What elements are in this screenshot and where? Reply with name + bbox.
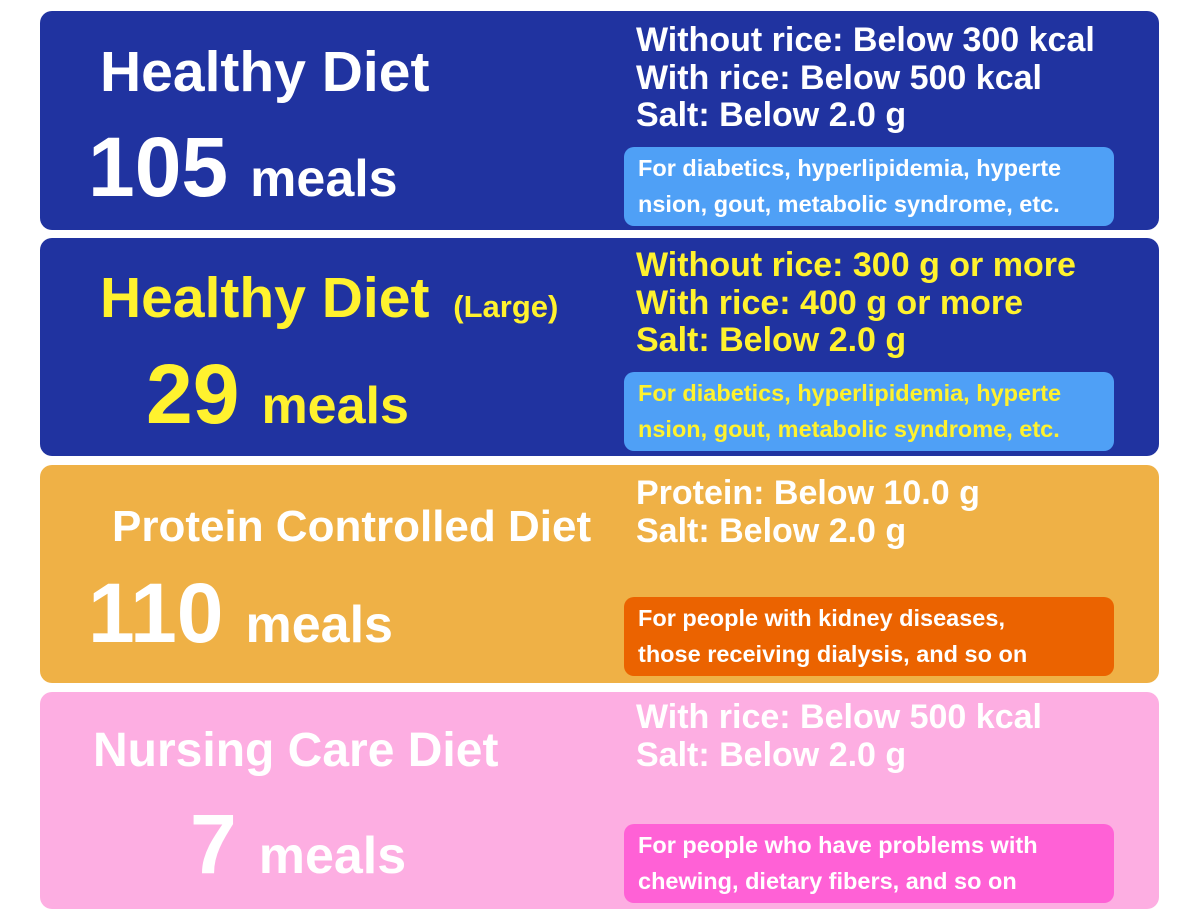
note-line: nsion, gout, metabolic syndrome, etc. [638,416,1060,442]
nutrition-specs: Without rice: Below 300 kcal With rice: … [636,21,1095,135]
diet-card-healthy: Healthy Diet 105 meals Without rice: Belo… [40,11,1159,230]
nutrition-specs: With rice: Below 500 kcal Salt: Below 2.… [636,698,1042,774]
spec-line: With rice: Below 500 kcal [636,698,1042,736]
meal-count-number: 7 [190,797,237,891]
meal-count-unit: meals [250,150,398,208]
spec-line: Without rice: 300 g or more [636,246,1076,284]
card-title: Protein Controlled Diet [112,502,592,551]
diet-card-nursing-care: Nursing Care Diet 7 meals With rice: Belo… [40,692,1159,909]
meal-count: 7 meals [190,802,406,886]
card-title-text: Healthy Diet [100,266,430,330]
nutrition-specs: Without rice: 300 g or more With rice: 4… [636,246,1076,360]
meal-count-number: 105 [88,120,229,214]
spec-line: Without rice: Below 300 kcal [636,21,1095,59]
nutrition-specs: Protein: Below 10.0 g Salt: Below 2.0 g [636,474,980,550]
target-note: For diabetics, hyperlipidemia, hyperte n… [624,147,1114,226]
meal-count: 110 meals [88,571,393,655]
meal-count-unit: meals [261,377,409,435]
meal-count: 105 meals [88,125,398,209]
diet-card-healthy-large: Healthy Diet (Large) 29 meals Without ric… [40,238,1159,456]
spec-line: Salt: Below 2.0 g [636,96,907,134]
meal-count-number: 29 [146,347,240,441]
note-line: nsion, gout, metabolic syndrome, etc. [638,191,1060,217]
target-note: For people who have problems with chewin… [624,824,1114,903]
meal-count-number: 110 [88,566,224,660]
spec-line: With rice: 400 g or more [636,283,1024,322]
card-title: Healthy Diet (Large) [100,270,558,327]
card-title: Healthy Diet [100,40,430,104]
meal-count-unit: meals [245,596,393,654]
target-note: For diabetics, hyperlipidemia, hyperte n… [624,372,1114,451]
diet-card-protein-controlled: Protein Controlled Diet 110 meals Protein… [40,465,1159,683]
card-title: Nursing Care Diet [93,724,499,777]
target-note: For people with kidney diseases, those r… [624,597,1114,676]
spec-line: Salt: Below 2.0 g [636,321,907,359]
note-line: For diabetics, hyperlipidemia, hyperte [638,380,1062,406]
meal-count: 29 meals [146,352,409,436]
note-line: For people with kidney diseases, [638,605,1005,631]
spec-line: Protein: Below 10.0 g [636,474,980,512]
note-line: those receiving dialysis, and so on [638,641,1028,667]
note-line: For people who have problems with [638,832,1038,858]
meal-count-unit: meals [258,827,407,885]
card-title-suffix: (Large) [453,289,559,324]
spec-line: With rice: Below 500 kcal [636,58,1042,97]
spec-line: Salt: Below 2.0 g [636,511,907,550]
spec-line: Salt: Below 2.0 g [636,735,907,774]
note-line: For diabetics, hyperlipidemia, hyperte [638,155,1062,181]
note-line: chewing, dietary fibers, and so on [638,868,1017,894]
